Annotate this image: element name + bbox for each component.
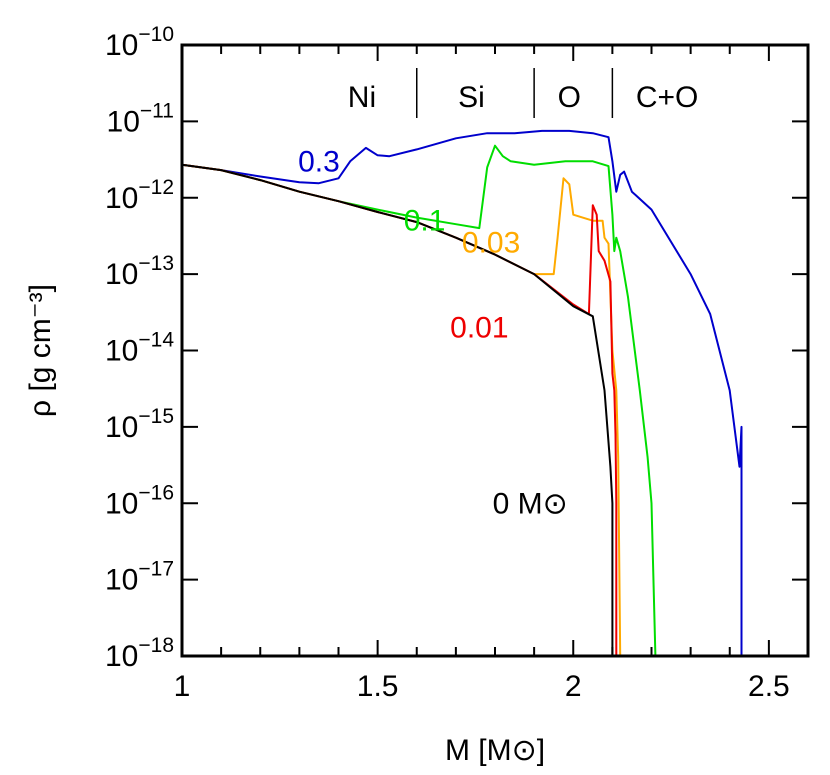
y-tick-label: 10−17	[105, 558, 174, 597]
x-tick-label: 2	[565, 670, 582, 703]
series-label-4: 0 M⊙	[493, 487, 568, 520]
y-tick-label: 10−18	[105, 634, 174, 673]
y-tick-label: 10−11	[107, 99, 174, 138]
region-label: O	[558, 81, 581, 114]
series-label-0: 0.3	[298, 145, 340, 178]
series-label-3: 0.01	[450, 312, 508, 345]
region-labels: Ni Si O C+O	[348, 81, 699, 114]
y-tick-label: 10−15	[105, 405, 174, 444]
x-tick-label: 2.5	[748, 670, 790, 703]
y-axis-title: ρ [g cm⁻³]	[24, 284, 57, 417]
series-label-1: 0.1	[404, 205, 446, 238]
series-layer	[181, 129, 743, 657]
series-label-2: 0.03	[462, 226, 520, 259]
y-tick-label: 10−16	[105, 481, 174, 520]
y-tick-label: 10−13	[105, 252, 174, 291]
x-axis-title: M [M⊙]	[445, 734, 545, 767]
axis-tick-labels: 1 1.5 2 2.5 10−10 10−11 10−12 10−13 10−14 10−15 10…	[105, 23, 790, 703]
y-tick-label: 10−10	[105, 23, 174, 62]
series-line-0	[181, 129, 743, 656]
region-dividers	[416, 68, 614, 118]
axis-ticks	[181, 44, 809, 657]
y-tick-label: 10−12	[105, 176, 174, 215]
region-label: Si	[458, 81, 485, 114]
y-tick-label: 10−14	[105, 329, 174, 368]
plot-frame	[180, 43, 810, 658]
region-label: Ni	[348, 81, 376, 114]
region-label: C+O	[636, 81, 699, 114]
x-tick-label: 1	[174, 670, 191, 703]
x-tick-label: 1.5	[357, 670, 399, 703]
series-labels: 0.3 0.1 0.03 0.01 0 M⊙	[298, 145, 568, 520]
series-line-2	[181, 163, 622, 657]
series-line-3	[181, 163, 618, 656]
series-line-4	[181, 163, 614, 656]
